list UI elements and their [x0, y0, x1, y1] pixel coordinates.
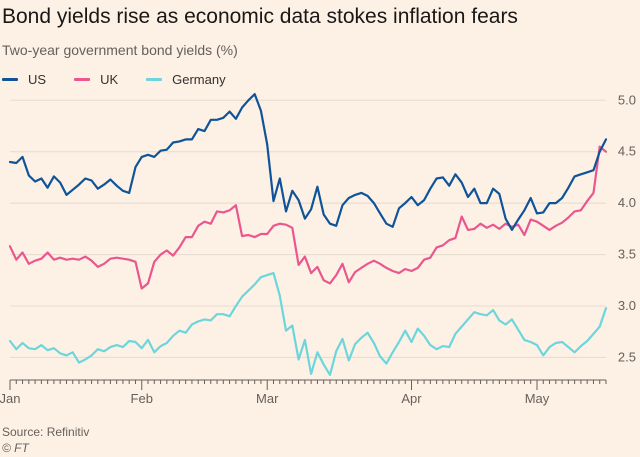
legend: US UK Germany — [2, 72, 254, 87]
chart-subtitle: Two-year government bond yields (%) — [2, 42, 238, 58]
x-tick-label: Mar — [256, 391, 279, 406]
y-tick-label: 3.5 — [618, 247, 636, 262]
legend-item-germany: Germany — [146, 72, 226, 87]
series-lines — [8, 92, 608, 376]
series-line-uk — [8, 145, 608, 290]
legend-swatch-uk — [74, 78, 91, 81]
x-axis: JanFebMarAprMayMay — [0, 379, 607, 406]
legend-swatch-us — [2, 78, 18, 81]
y-tick-label: 2.5 — [618, 349, 636, 364]
series-line-germany — [8, 272, 608, 376]
grid — [10, 99, 606, 358]
y-tick-label: 4.0 — [618, 195, 636, 210]
chart-title: Bond yields rise as economic data stokes… — [2, 5, 518, 28]
ft-credit: © FT — [2, 441, 29, 455]
y-tick-label: 5.0 — [618, 92, 636, 107]
legend-label-germany: Germany — [172, 72, 226, 87]
legend-item-us: US — [2, 72, 46, 87]
x-tick-label: Feb — [131, 391, 153, 406]
y-tick-label: 4.5 — [618, 144, 636, 159]
y-tick-label: 3.0 — [618, 298, 636, 313]
source-note: Source: Refinitiv — [2, 425, 90, 439]
x-tick-label: Jan — [0, 391, 20, 406]
x-tick-label: Apr — [401, 391, 422, 406]
y-axis: 2.5 3.0 3.5 4.0 4.5 5.0 — [618, 92, 636, 364]
legend-swatch-germany — [146, 78, 163, 81]
legend-label-uk: UK — [100, 72, 119, 87]
x-tick-label: May — [525, 391, 550, 406]
legend-item-uk: UK — [74, 72, 118, 87]
legend-label-us: US — [28, 72, 47, 87]
series-line-us — [8, 92, 608, 231]
